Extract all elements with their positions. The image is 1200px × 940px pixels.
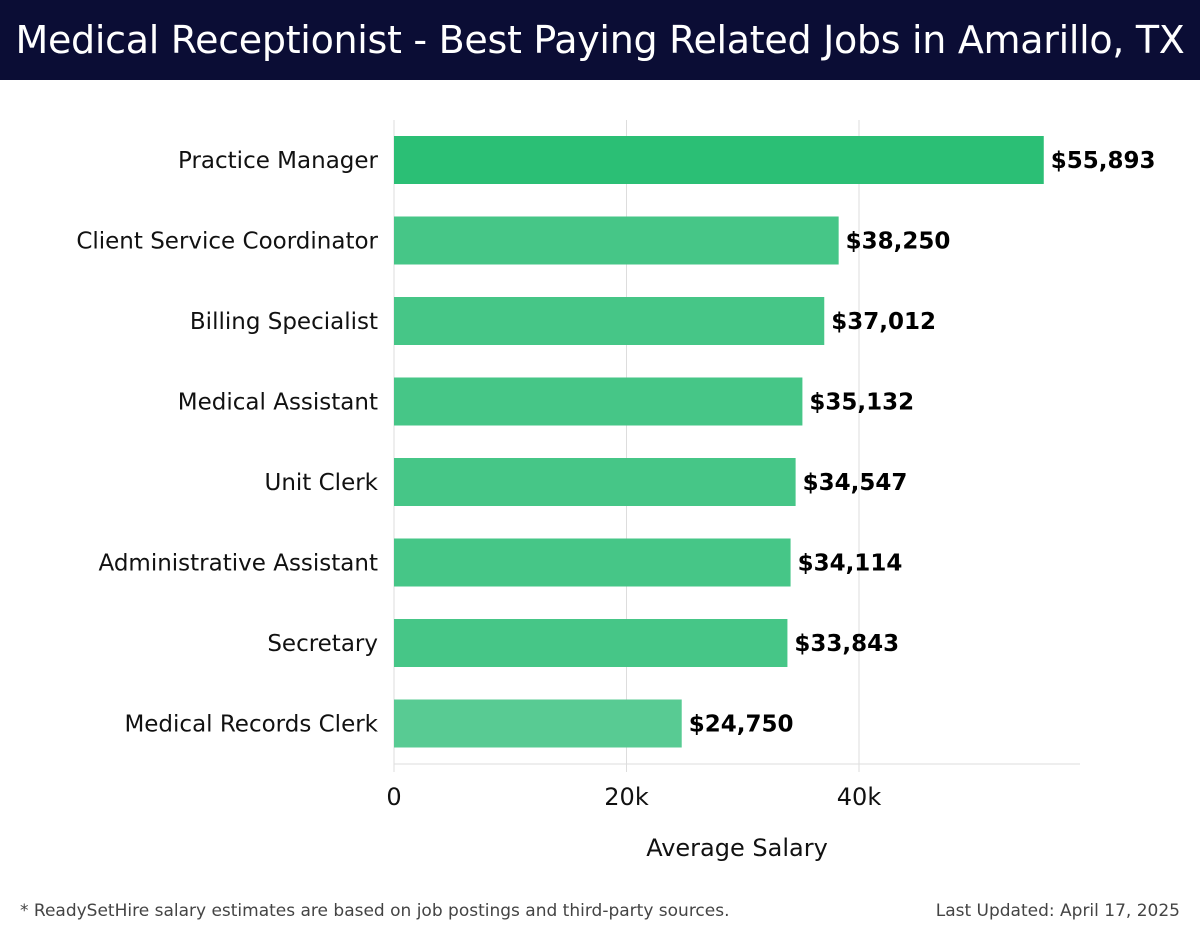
- category-labels: Practice Manager Client Service Coordinat…: [76, 148, 378, 738]
- bar-2: [394, 297, 825, 345]
- last-updated: Last Updated: April 17, 2025: [935, 901, 1180, 921]
- category-label-2: Billing Specialist: [190, 309, 378, 335]
- value-labels: $55,893 $38,250 $37,012 $35,132 $34,547 $34,1…: [689, 148, 1156, 738]
- category-label-5: Administrative Assistant: [98, 551, 378, 577]
- title-bar: Medical Receptionist - Best Paying Relat…: [0, 0, 1200, 80]
- category-label-7: Medical Records Clerk: [124, 712, 378, 738]
- bars: [394, 136, 1044, 748]
- x-tick-label-0: 0: [386, 783, 401, 811]
- x-tick-label-2: 40k: [837, 783, 882, 811]
- footnote: * ReadySetHire salary estimates are base…: [20, 901, 730, 921]
- chart-title: Medical Receptionist - Best Paying Relat…: [15, 18, 1185, 62]
- x-axis-label: Average Salary: [646, 834, 828, 862]
- bar-5: [394, 538, 791, 587]
- bar-4: [394, 458, 796, 506]
- value-label-4: $34,547: [803, 470, 908, 496]
- value-label-1: $38,250: [846, 229, 951, 255]
- category-label-3: Medical Assistant: [178, 390, 378, 416]
- value-label-5: $34,114: [798, 551, 903, 577]
- bar-7: [394, 699, 682, 748]
- bar-0: [394, 136, 1044, 184]
- bar-1: [394, 216, 839, 265]
- category-label-6: Secretary: [267, 631, 378, 657]
- category-label-4: Unit Clerk: [264, 470, 378, 496]
- bar-3: [394, 377, 803, 426]
- x-tick-labels: 0 20k 40k: [386, 783, 881, 811]
- value-label-3: $35,132: [809, 390, 914, 416]
- value-label-0: $55,893: [1051, 148, 1156, 174]
- category-label-1: Client Service Coordinator: [76, 229, 378, 255]
- category-label-0: Practice Manager: [178, 148, 379, 174]
- value-label-7: $24,750: [689, 712, 794, 738]
- bar-chart: Practice Manager Client Service Coordinat…: [76, 120, 1156, 862]
- value-label-6: $33,843: [794, 631, 899, 657]
- bar-6: [394, 619, 788, 667]
- value-label-2: $37,012: [831, 309, 936, 335]
- x-tick-label-1: 20k: [604, 783, 649, 811]
